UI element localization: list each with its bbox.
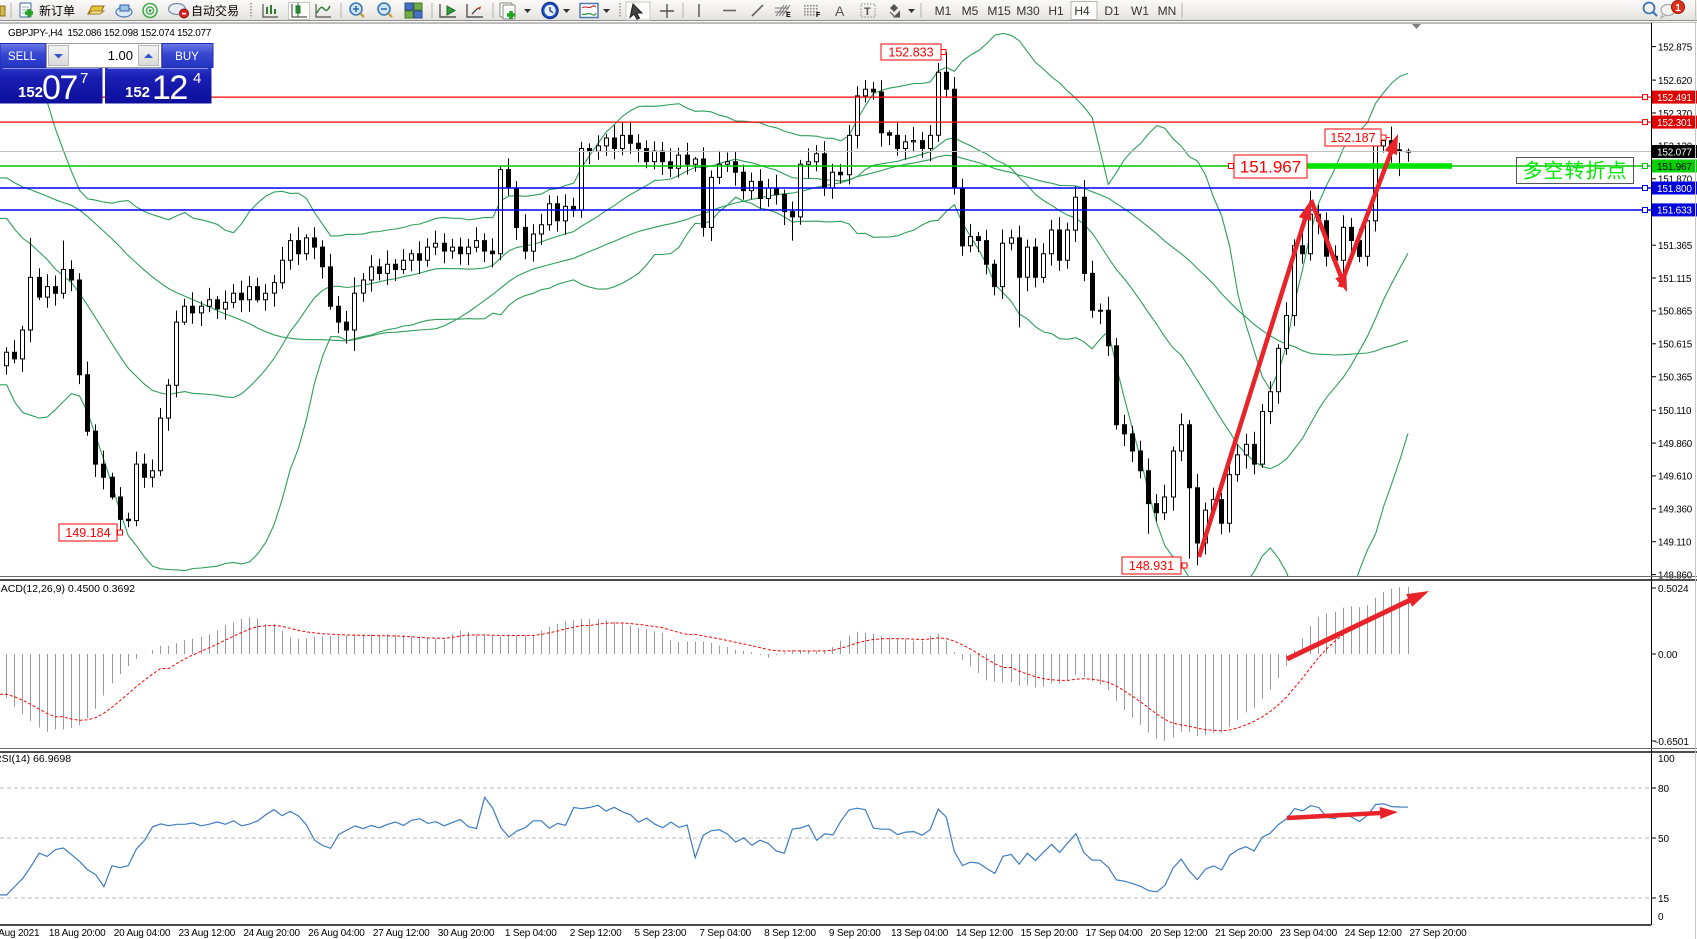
svg-text:9 Sep 20:00: 9 Sep 20:00 — [829, 928, 881, 939]
svg-text:152.077: 152.077 — [1657, 147, 1692, 158]
svg-text:MACD(12,26,9) 0.4500 0.3692: MACD(12,26,9) 0.4500 0.3692 — [0, 583, 135, 595]
svg-text:F: F — [816, 12, 821, 19]
svg-text:21 Sep 20:00: 21 Sep 20:00 — [1215, 928, 1273, 939]
svg-text:17 Sep 04:00: 17 Sep 04:00 — [1085, 928, 1143, 939]
svg-text:152.187: 152.187 — [1330, 131, 1375, 145]
svg-text:50: 50 — [1658, 834, 1670, 845]
svg-text:20 Sep 12:00: 20 Sep 12:00 — [1150, 928, 1208, 939]
svg-text:1.00: 1.00 — [108, 48, 133, 63]
svg-text:151.967: 151.967 — [1240, 158, 1301, 177]
svg-text:152: 152 — [125, 84, 150, 101]
svg-text:151.870: 151.870 — [1658, 175, 1693, 186]
svg-text:149.110: 149.110 — [1658, 538, 1692, 549]
svg-text:24 Aug 20:00: 24 Aug 20:00 — [243, 928, 300, 939]
svg-text:150.365: 150.365 — [1658, 373, 1693, 384]
svg-text:80: 80 — [1658, 784, 1670, 795]
svg-text:M1: M1 — [935, 4, 952, 18]
svg-text:151.633: 151.633 — [1657, 206, 1692, 217]
svg-text:BUY: BUY — [175, 51, 199, 63]
svg-text:M15: M15 — [987, 4, 1011, 18]
svg-text:多空转折点: 多空转折点 — [1523, 160, 1628, 183]
svg-text:5 Sep 23:00: 5 Sep 23:00 — [635, 928, 687, 939]
svg-text:27 Sep 20:00: 27 Sep 20:00 — [1409, 928, 1467, 939]
svg-text:0.5024: 0.5024 — [1658, 584, 1689, 595]
svg-text:152.875: 152.875 — [1658, 42, 1693, 53]
svg-text:15 Sep 20:00: 15 Sep 20:00 — [1021, 928, 1079, 939]
svg-text:151.365: 151.365 — [1658, 241, 1693, 252]
svg-text:152.491: 152.491 — [1657, 93, 1692, 104]
svg-text:MN: MN — [1158, 4, 1177, 18]
svg-text:151.115: 151.115 — [1658, 274, 1692, 285]
svg-text:H4: H4 — [1074, 4, 1090, 18]
svg-text:151.967: 151.967 — [1657, 162, 1692, 173]
svg-text:4: 4 — [193, 70, 201, 87]
svg-text:150.110: 150.110 — [1658, 406, 1692, 417]
svg-text:26 Aug 04:00: 26 Aug 04:00 — [308, 928, 365, 939]
svg-text:152: 152 — [18, 84, 43, 101]
svg-text:150.615: 150.615 — [1658, 340, 1693, 351]
svg-text:152.833: 152.833 — [888, 46, 933, 60]
svg-text:152.370: 152.370 — [1658, 109, 1693, 120]
svg-text:0.00: 0.00 — [1658, 650, 1678, 661]
svg-text:-0.6501: -0.6501 — [1655, 737, 1689, 748]
svg-text:23 Aug 12:00: 23 Aug 12:00 — [179, 928, 236, 939]
svg-text:23 Sep 04:00: 23 Sep 04:00 — [1280, 928, 1338, 939]
svg-text:13 Sep 04:00: 13 Sep 04:00 — [891, 928, 949, 939]
svg-text:7 Sep 04:00: 7 Sep 04:00 — [699, 928, 751, 939]
svg-text:18 Aug 20:00: 18 Aug 20:00 — [49, 928, 106, 939]
svg-text:149.360: 149.360 — [1658, 505, 1693, 516]
svg-text:SELL: SELL — [8, 51, 37, 63]
svg-text:1: 1 — [1675, 3, 1681, 14]
svg-text:15: 15 — [1658, 894, 1670, 905]
svg-text:24 Sep 12:00: 24 Sep 12:00 — [1345, 928, 1403, 939]
svg-text:M30: M30 — [1016, 4, 1040, 18]
svg-text:30 Aug 20:00: 30 Aug 20:00 — [438, 928, 495, 939]
svg-text:D1: D1 — [1104, 4, 1120, 18]
svg-text:27 Aug 12:00: 27 Aug 12:00 — [373, 928, 430, 939]
svg-text:17 Aug 2021: 17 Aug 2021 — [0, 928, 40, 939]
svg-text:07: 07 — [42, 69, 77, 107]
svg-text:8 Sep 12:00: 8 Sep 12:00 — [764, 928, 816, 939]
svg-text:自动交易: 自动交易 — [191, 3, 239, 18]
svg-text:W1: W1 — [1131, 4, 1149, 18]
svg-text:2 Sep 12:00: 2 Sep 12:00 — [570, 928, 622, 939]
svg-text:7: 7 — [80, 70, 88, 87]
svg-text:0: 0 — [1658, 912, 1664, 923]
svg-text:12: 12 — [152, 69, 187, 107]
svg-text:148.860: 148.860 — [1658, 570, 1693, 581]
svg-text:150.865: 150.865 — [1658, 307, 1693, 318]
svg-text:H1: H1 — [1048, 4, 1064, 18]
svg-text:14 Sep 12:00: 14 Sep 12:00 — [956, 928, 1014, 939]
svg-text:1 Sep 04:00: 1 Sep 04:00 — [505, 928, 557, 939]
svg-text:100: 100 — [1658, 754, 1675, 765]
svg-text:A: A — [835, 3, 845, 19]
svg-text:20 Aug 04:00: 20 Aug 04:00 — [114, 928, 171, 939]
svg-text:149.184: 149.184 — [65, 526, 110, 540]
svg-text:新订单: 新订单 — [39, 3, 75, 18]
svg-text:GBPJPY-,H4 152.086 152.098 15: GBPJPY-,H4 152.086 152.098 152.074 152.0… — [8, 28, 212, 39]
svg-text:149.860: 149.860 — [1658, 439, 1693, 450]
svg-text:151.800: 151.800 — [1657, 184, 1692, 195]
svg-text:E: E — [786, 12, 791, 19]
svg-text:152.620: 152.620 — [1658, 76, 1693, 87]
svg-text:T: T — [864, 6, 871, 18]
svg-text:M5: M5 — [962, 4, 979, 18]
svg-text:148.931: 148.931 — [1129, 559, 1174, 573]
svg-text:152.301: 152.301 — [1657, 118, 1692, 129]
svg-text:RSI(14) 66.9698: RSI(14) 66.9698 — [0, 753, 71, 765]
svg-text:149.610: 149.610 — [1658, 472, 1693, 483]
